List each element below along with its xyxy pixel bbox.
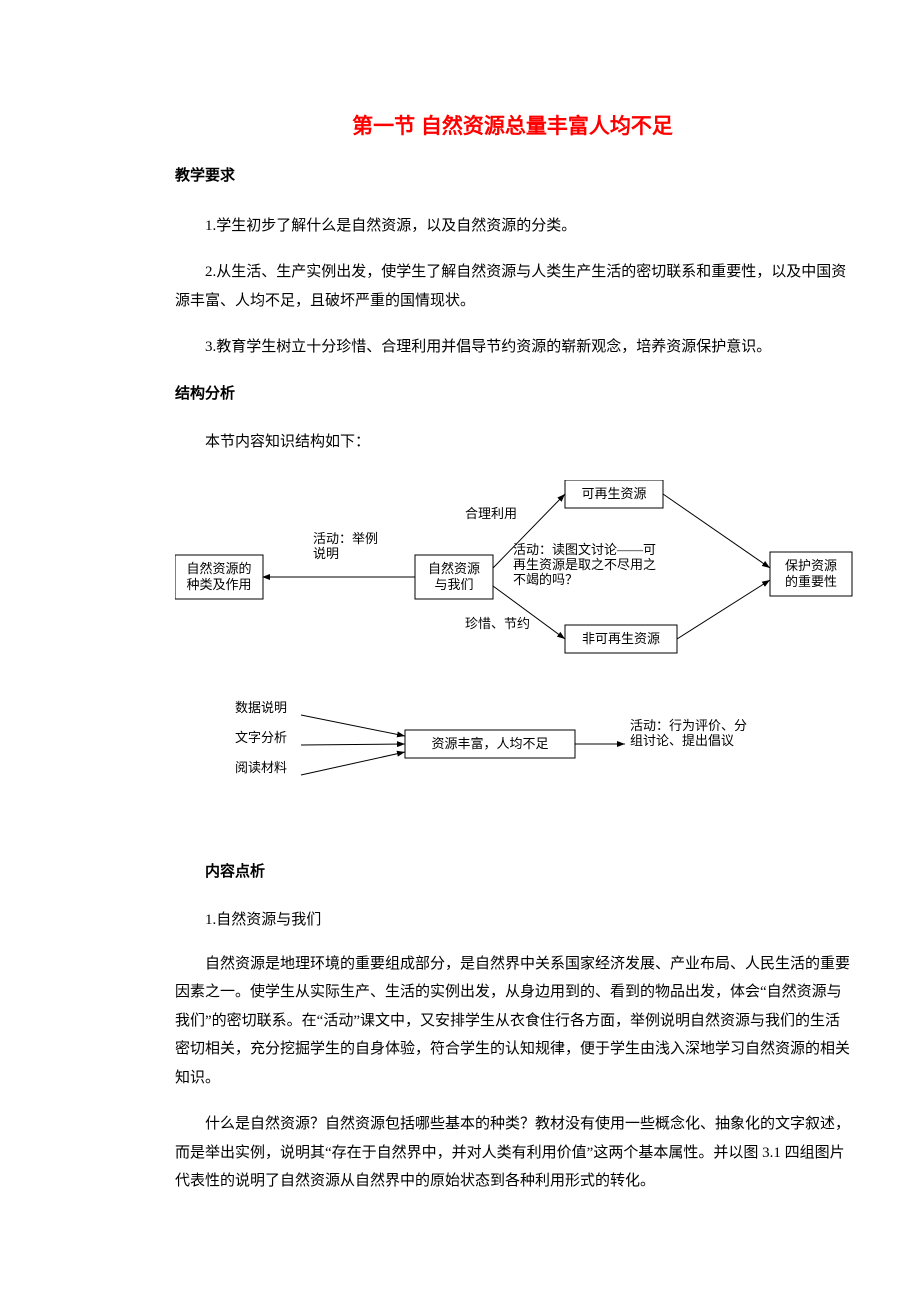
diagram-label: 活动：读图文讨论——可再生资源是取之不尽用之不竭的吗？ — [513, 542, 656, 587]
diagram-node-label: 可再生资源 — [581, 486, 646, 501]
diagram-label: 数据说明 — [235, 700, 287, 715]
content-para: 自然资源是地理环境的重要组成部分，是自然界中关系国家经济发展、产业布局、人民生活… — [175, 950, 850, 1093]
diagram-edge — [663, 494, 770, 568]
section-heading-content: 内容点析 — [175, 860, 850, 884]
diagram-node-label: 非可再生资源 — [582, 631, 660, 646]
teach-req-item: 1.学生初步了解什么是自然资源，以及自然资源的分类。 — [175, 212, 850, 241]
diagram-edge — [301, 752, 405, 775]
diagram-edge — [301, 744, 405, 745]
structure-diagram: 自然资源的种类及作用 自然资源与我们 可再生资源非可再生资源 保护资源的重要性资源丰富… — [175, 480, 895, 810]
diagram-label: 活动：行为评价、分组讨论、提出倡议 — [630, 718, 747, 748]
diagram-label: 珍惜、节约 — [465, 616, 530, 631]
section-heading-teach: 教学要求 — [175, 164, 850, 188]
content-subhead: 1.自然资源与我们 — [175, 908, 850, 932]
teach-req-item: 2.从生活、生产实例出发，使学生了解自然资源与人类生产生活的密切联系和重要性，以… — [175, 258, 850, 315]
teach-req-item: 3.教育学生树立十分珍惜、合理利用并倡导节约资源的崭新观念，培养资源保护意识。 — [175, 333, 850, 362]
content-para: 什么是自然资源？自然资源包括哪些基本的种类？教材没有使用一些概念化、抽象化的文字… — [175, 1110, 850, 1196]
diagram-node-label: 自然资源与我们 — [428, 561, 480, 592]
diagram-label: 文字分析 — [235, 730, 287, 745]
document-page: 第一节 自然资源总量丰富人均不足 教学要求 1.学生初步了解什么是自然资源，以及… — [0, 0, 920, 1274]
diagram-node-label: 资源丰富，人均不足 — [431, 736, 548, 751]
section-heading-structure: 结构分析 — [175, 382, 850, 406]
diagram-label: 合理利用 — [465, 506, 517, 521]
diagram-edge — [493, 586, 565, 639]
page-title: 第一节 自然资源总量丰富人均不足 — [175, 110, 850, 144]
diagram-node-label: 自然资源的种类及作用 — [186, 561, 251, 592]
diagram-label: 阅读材料 — [235, 760, 287, 775]
diagram-label: 活动：举例说明 — [313, 531, 378, 561]
structure-intro: 本节内容知识结构如下： — [175, 430, 850, 454]
diagram-edge — [301, 715, 405, 736]
diagram-edge — [677, 580, 770, 639]
diagram-node-label: 保护资源的重要性 — [785, 558, 837, 589]
